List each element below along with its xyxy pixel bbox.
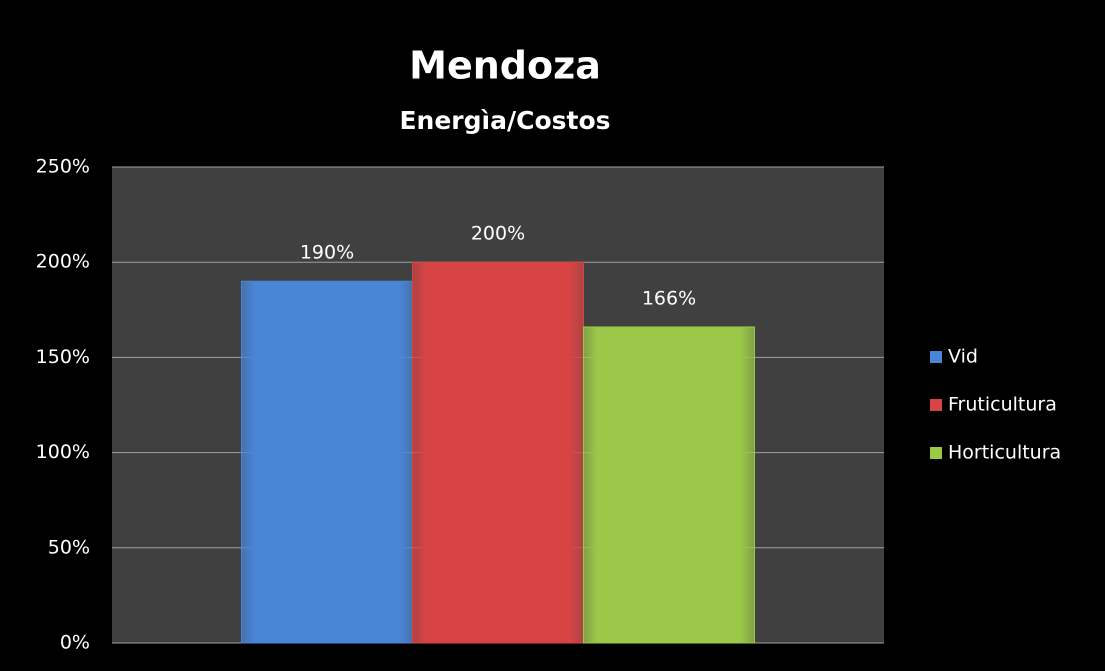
y-tick-label: 200% (36, 251, 90, 273)
chart-subtitle: Energìa/Costos (399, 106, 610, 135)
legend-label: Horticultura (948, 442, 1061, 464)
y-tick-label: 0% (60, 632, 90, 654)
legend-swatch (930, 447, 942, 459)
y-tick-label: 50% (48, 536, 90, 558)
legend-label: Vid (948, 346, 978, 368)
y-tick-label: 150% (36, 346, 90, 368)
bar (583, 326, 755, 644)
y-tick-label: 250% (36, 156, 90, 178)
bar (412, 261, 584, 644)
legend-label: Fruticultura (948, 394, 1057, 416)
y-tick-label: 100% (36, 441, 90, 463)
data-label: 200% (471, 223, 525, 245)
data-label: 166% (642, 287, 696, 309)
data-label: 190% (300, 242, 354, 264)
bar (241, 280, 413, 644)
legend-swatch (930, 399, 942, 411)
chart-title: Mendoza (409, 44, 601, 88)
legend-swatch (930, 351, 942, 363)
